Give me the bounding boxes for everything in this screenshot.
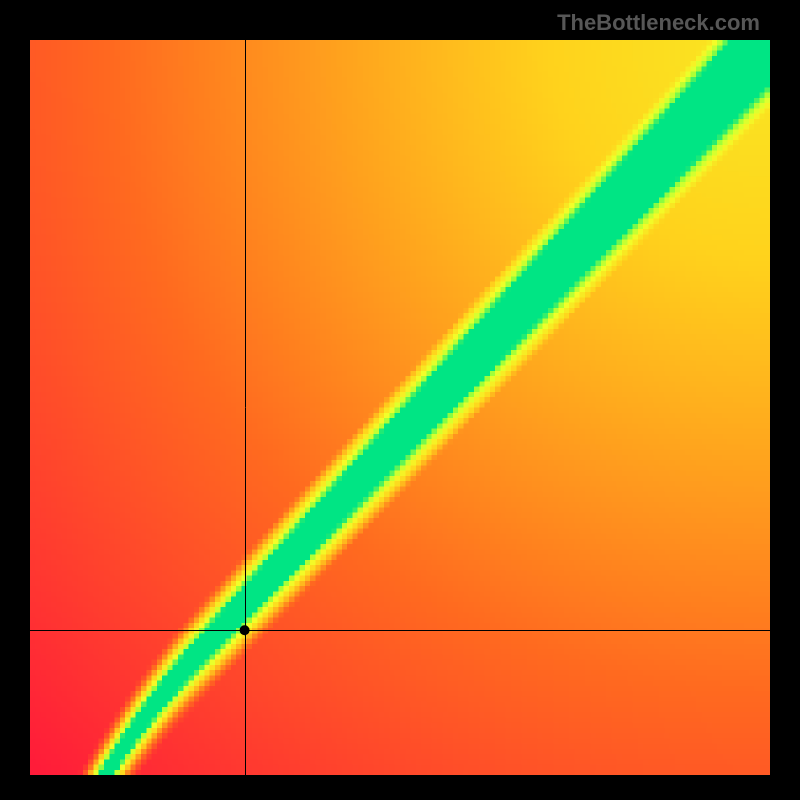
watermark-text: TheBottleneck.com — [557, 10, 760, 36]
crosshair-overlay — [30, 40, 770, 775]
chart-frame: TheBottleneck.com — [0, 0, 800, 800]
